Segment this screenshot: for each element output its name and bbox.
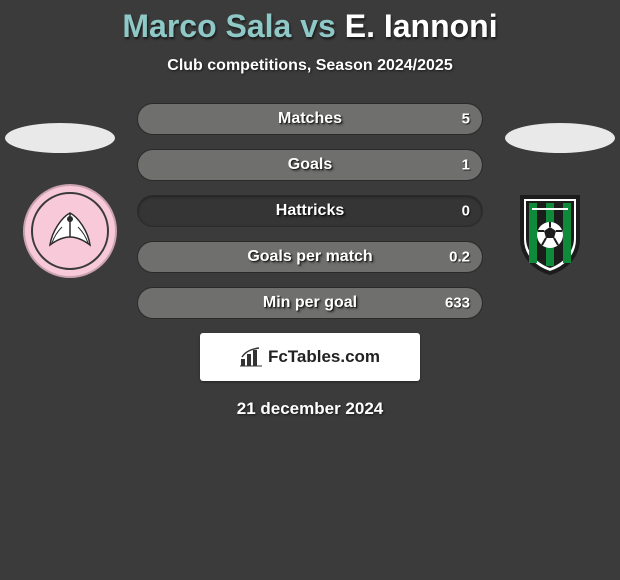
stat-row: Matches 5 xyxy=(137,103,483,135)
stat-label: Matches xyxy=(278,110,342,128)
stat-value-right: 5 xyxy=(462,111,470,128)
stat-value-right: 1 xyxy=(462,157,470,174)
stat-row: Min per goal 633 xyxy=(137,287,483,319)
player2-photo-placeholder xyxy=(505,123,615,153)
stat-label: Min per goal xyxy=(263,294,357,312)
player1-name: Marco Sala xyxy=(122,8,291,44)
watermark[interactable]: FcTables.com xyxy=(200,333,420,381)
player1-photo-placeholder xyxy=(5,123,115,153)
stat-value-right: 0.2 xyxy=(449,249,470,266)
stat-label: Goals xyxy=(288,156,332,174)
stat-row: Goals per match 0.2 xyxy=(137,241,483,273)
stat-row: Hattricks 0 xyxy=(137,195,483,227)
stat-label: Hattricks xyxy=(276,202,344,220)
player2-name: E. Iannoni xyxy=(345,8,498,44)
stat-value-right: 633 xyxy=(445,295,470,312)
bar-chart-icon xyxy=(240,347,262,367)
watermark-text: FcTables.com xyxy=(268,347,380,367)
subtitle: Club competitions, Season 2024/2025 xyxy=(0,57,620,75)
player1-club-crest xyxy=(22,183,118,279)
stats-table: Matches 5 Goals 1 Hattricks 0 xyxy=(137,103,483,319)
stat-label: Goals per match xyxy=(247,248,372,266)
stat-value-right: 0 xyxy=(462,203,470,220)
stat-row: Goals 1 xyxy=(137,149,483,181)
page-title: Marco Sala vs E. Iannoni xyxy=(0,8,620,45)
player2-club-crest xyxy=(502,183,598,279)
vs-label: vs xyxy=(300,8,336,44)
date-label: 21 december 2024 xyxy=(0,399,620,419)
